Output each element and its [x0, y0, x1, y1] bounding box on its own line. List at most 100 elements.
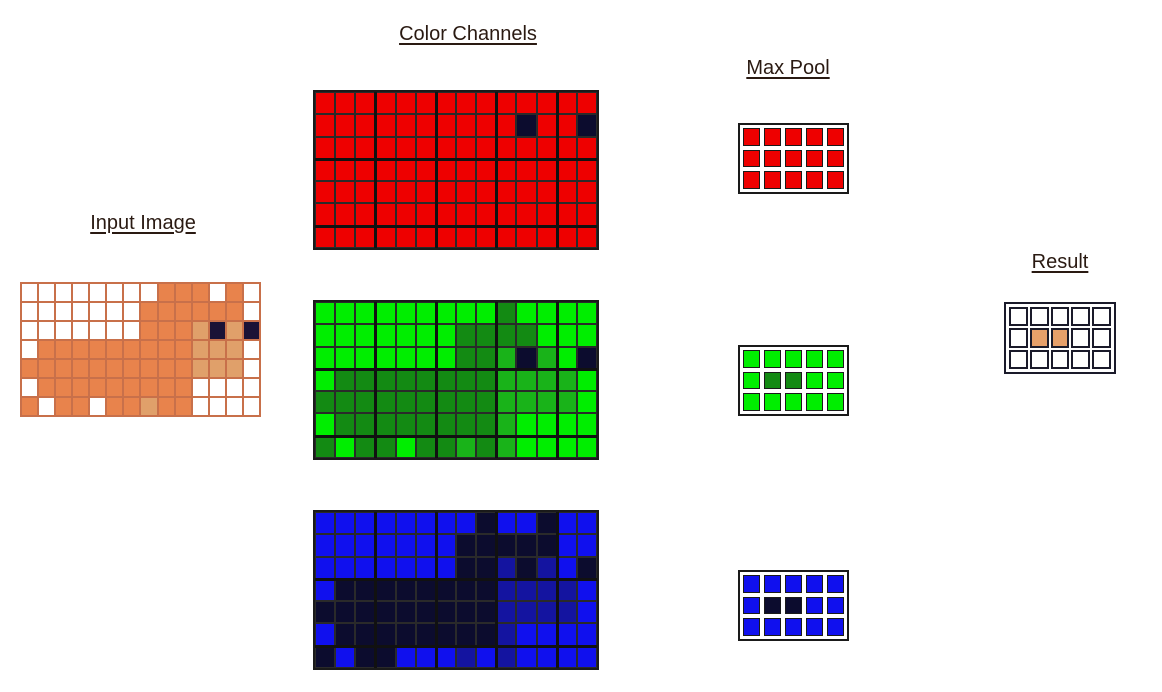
blue-channel-cell: [395, 623, 416, 646]
input-image-cell: [191, 283, 209, 302]
result-cell: [1092, 307, 1111, 327]
blue-channel-cell: [496, 556, 517, 579]
blue-channel-cell: [435, 512, 456, 535]
pool-window-divider: [374, 512, 378, 668]
red-channel-cell: [375, 181, 396, 204]
blue-channel-cell: [516, 645, 537, 668]
blue-max-pool-cell: [764, 618, 781, 636]
red-channel-cell: [496, 92, 517, 115]
input-image-cell: [38, 359, 56, 378]
blue-max-pool-cell: [785, 575, 802, 593]
green-channel-cell: [335, 346, 356, 369]
green-channel-cell: [455, 368, 477, 392]
red-max-pool-cell: [764, 149, 781, 168]
blue-channel-cell: [536, 534, 557, 557]
green-channel-cell: [556, 391, 577, 414]
green-channel-cell: [455, 324, 477, 347]
red-channel-cell: [576, 92, 597, 115]
green-channel-cell: [315, 324, 336, 347]
green-channel-cell: [375, 346, 396, 369]
red-channel-cell: [516, 203, 537, 226]
input-image-cell: [191, 321, 209, 340]
result-grid: [1004, 302, 1116, 374]
green-channel-cell: [435, 324, 456, 347]
red-max-pool-cell: [806, 149, 823, 168]
blue-channel-cell: [355, 512, 376, 535]
result-cell: [1029, 349, 1049, 369]
input-image-cell: [157, 283, 175, 302]
green-max-pool-cell: [806, 393, 823, 411]
blue-channel-cell: [375, 512, 396, 535]
red-channel-cell: [415, 203, 436, 226]
blue-max-pool-cell: [827, 575, 844, 593]
input-image-cell: [38, 283, 56, 302]
blue-channel-cell: [516, 601, 537, 624]
green-channel-cell: [355, 413, 376, 436]
green-channel-cell: [476, 435, 497, 458]
red-channel-cell: [315, 181, 336, 204]
result-cell: [1071, 349, 1091, 369]
input-image-cell: [72, 321, 90, 340]
red-channel-cell: [516, 114, 537, 137]
red-channel-cell: [536, 158, 557, 182]
input-image-cell: [174, 283, 192, 302]
green-channel-cell: [496, 435, 517, 458]
input-image-cell: [242, 302, 260, 321]
blue-channel-cell: [315, 645, 336, 668]
red-channel-cell: [335, 225, 356, 248]
green-channel-cell: [395, 391, 416, 414]
green-channel-cell: [556, 324, 577, 347]
result-cell: [1071, 307, 1091, 327]
red-max-pool-cell: [785, 149, 802, 168]
pool-window-divider: [315, 224, 597, 228]
blue-channel-cell: [335, 601, 356, 624]
input-image-cell: [89, 378, 107, 397]
red-max-pool-cell: [806, 171, 823, 189]
input-image-cell: [174, 359, 192, 378]
blue-channel-cell: [476, 623, 497, 646]
red-channel-cell: [516, 136, 537, 159]
input-image-cell: [157, 340, 175, 359]
red-channel-cell: [556, 225, 577, 248]
input-image-cell: [140, 397, 158, 416]
green-channel-cell: [516, 346, 537, 369]
red-channel-cell: [556, 136, 577, 159]
result-cell: [1009, 349, 1028, 369]
red-channel-cell: [496, 158, 517, 182]
blue-channel-cell: [335, 512, 356, 535]
blue-channel-cell: [315, 512, 336, 535]
blue-channel-cell: [556, 556, 577, 579]
blue-channel-cell: [496, 623, 517, 646]
red-channel-cell: [315, 92, 336, 115]
red-channel-cell: [476, 203, 497, 226]
input-image-cell: [55, 340, 73, 359]
green-channel-cell: [355, 391, 376, 414]
green-channel-cell: [536, 435, 557, 458]
green-channel-cell: [375, 368, 396, 392]
red-channel-cell: [556, 92, 577, 115]
blue-channel-cell: [556, 512, 577, 535]
blue-channel-cell: [516, 534, 537, 557]
green-max-pool-cell: [764, 371, 781, 390]
red-max-pool-cell: [806, 128, 823, 146]
input-image-cell: [157, 359, 175, 378]
green-channel-cell: [355, 435, 376, 458]
green-channel-cell: [415, 413, 436, 436]
green-channel-cell: [395, 346, 416, 369]
green-channel-cell: [556, 368, 577, 392]
blue-channel-cell: [576, 645, 597, 668]
input-image-cell: [106, 378, 124, 397]
blue-channel-cell: [496, 534, 517, 557]
blue-channel-cell: [335, 645, 356, 668]
blue-channel-cell: [576, 623, 597, 646]
blue-channel-cell: [576, 601, 597, 624]
blue-channel-cell: [576, 578, 597, 602]
red-channel-cell: [335, 181, 356, 204]
red-channel-cell: [355, 203, 376, 226]
blue-channel-cell: [395, 601, 416, 624]
red-channel-cell: [455, 92, 477, 115]
input-image-cell: [242, 397, 260, 416]
input-image-cell: [242, 321, 260, 340]
blue-channel-cell: [315, 601, 336, 624]
red-channel-cell: [496, 181, 517, 204]
